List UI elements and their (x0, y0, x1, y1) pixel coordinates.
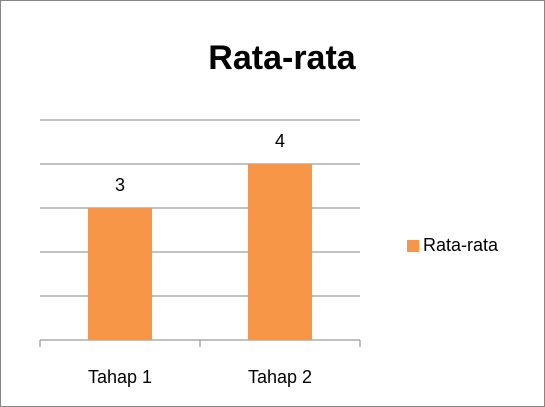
legend-label: Rata-rata (423, 235, 499, 255)
chart-title: Rata-rata (208, 39, 356, 77)
legend-swatch (407, 240, 419, 252)
data-label: 3 (115, 175, 125, 195)
x-tick-label: Tahap 1 (88, 367, 152, 387)
bar (248, 164, 312, 340)
bar (88, 208, 152, 340)
data-label: 4 (275, 131, 285, 151)
x-tick-label: Tahap 2 (248, 367, 312, 387)
